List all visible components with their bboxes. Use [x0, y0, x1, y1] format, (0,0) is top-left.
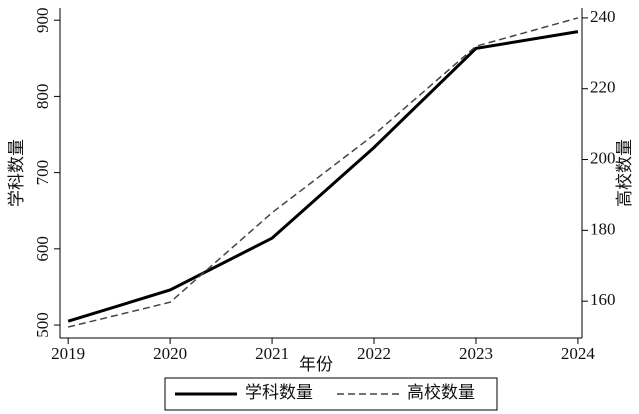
y-tick-label: 900 — [33, 7, 52, 32]
y-tick-label: 600 — [33, 236, 52, 262]
x-axis-label: 年份 — [299, 355, 333, 374]
x-tick-label: 2023 — [459, 344, 493, 363]
y-tick-label: 800 — [33, 84, 52, 110]
x-tick-label: 2021 — [255, 344, 289, 363]
y-axis-label: 学科数量 — [7, 139, 26, 207]
series-line — [67, 30, 579, 323]
x-tick-label: 2022 — [357, 344, 391, 363]
y2-tick-label: 180 — [590, 219, 616, 238]
y2-tick-label: 160 — [590, 290, 616, 309]
series-line — [67, 17, 579, 328]
x-tick-label: 2024 — [561, 344, 596, 363]
x-tick-label: 2019 — [51, 344, 85, 363]
y2-tick-label: 240 — [590, 7, 616, 26]
y2-axis-label: 高校数量 — [615, 139, 634, 207]
y2-tick-label: 200 — [590, 148, 616, 167]
y-tick-label: 700 — [33, 160, 52, 186]
legend-box — [164, 377, 498, 411]
legend-label: 学科数量 — [245, 383, 313, 402]
y2-tick-label: 220 — [590, 78, 616, 97]
x-tick-label: 2020 — [153, 344, 187, 363]
legend-label: 高校数量 — [407, 383, 475, 402]
y-tick-label: 500 — [33, 312, 52, 338]
